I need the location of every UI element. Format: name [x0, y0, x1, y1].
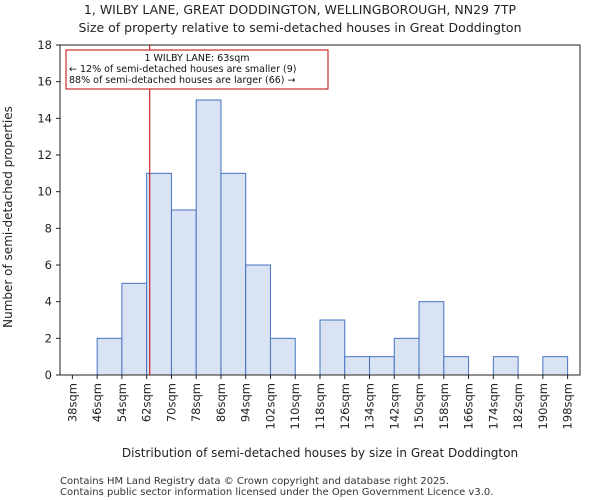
- y-tick-label: 14: [37, 111, 52, 125]
- y-tick-label: 18: [37, 38, 52, 52]
- footer-line-1: Contains HM Land Registry data © Crown c…: [60, 476, 449, 487]
- x-tick-label: 94sqm: [239, 383, 253, 422]
- y-tick-label: 8: [45, 221, 52, 235]
- bar-86sqm: [220, 172, 247, 376]
- annotation-box: 1 WILBY LANE: 63sqm ← 12% of semi-detach…: [65, 49, 329, 90]
- y-tick-label: 2: [45, 331, 52, 345]
- x-tick-label: 150sqm: [412, 383, 426, 429]
- bar-126sqm: [344, 356, 371, 376]
- x-tick-label: 78sqm: [189, 383, 203, 422]
- x-tick-label: 70sqm: [164, 383, 178, 422]
- bar-134sqm: [369, 356, 395, 376]
- bar-190sqm: [542, 356, 569, 376]
- footer-line-2: Contains public sector information licen…: [60, 487, 493, 498]
- y-tick-label: 0: [45, 368, 52, 382]
- bar-142sqm: [393, 337, 420, 376]
- bars-group: [96, 99, 569, 376]
- y-axis-label: Number of semi-detached properties: [1, 106, 15, 328]
- x-tick-label: 86sqm: [214, 383, 228, 422]
- bar-94sqm: [245, 264, 271, 376]
- bar-158sqm: [443, 356, 470, 376]
- bar-102sqm: [269, 337, 296, 376]
- x-tick-label: 102sqm: [263, 383, 277, 429]
- bar-46sqm: [96, 337, 123, 376]
- x-tick-label: 166sqm: [462, 383, 476, 429]
- x-tick-label: 158sqm: [437, 383, 451, 429]
- bar-174sqm: [492, 356, 519, 376]
- bar-118sqm: [319, 319, 346, 376]
- y-tick-label: 16: [37, 75, 52, 89]
- y-axis-ticks: 0 2 4 6 8 10 12 14 16 18: [37, 38, 60, 382]
- bar-62sqm: [146, 172, 172, 376]
- x-tick-label: 142sqm: [387, 383, 401, 429]
- chart-title: 1, WILBY LANE, GREAT DODDINGTON, WELLING…: [84, 2, 517, 17]
- x-tick-label: 62sqm: [140, 383, 154, 422]
- y-tick-label: 6: [45, 258, 52, 272]
- x-tick-label: 46sqm: [90, 383, 104, 422]
- chart-subtitle: Size of property relative to semi-detach…: [79, 20, 522, 35]
- x-tick-label: 182sqm: [511, 383, 525, 429]
- x-tick-label: 174sqm: [486, 383, 500, 429]
- annotation-line-1: 1 WILBY LANE: 63sqm: [144, 53, 249, 64]
- annotation-line-2: ← 12% of semi-detached houses are smalle…: [69, 64, 297, 75]
- bar-70sqm: [170, 209, 197, 376]
- x-tick-label: 198sqm: [561, 383, 575, 429]
- x-tick-label: 134sqm: [363, 383, 377, 429]
- x-axis-label: Distribution of semi-detached houses by …: [122, 446, 518, 460]
- x-tick-label: 190sqm: [536, 383, 550, 429]
- plot-frame: [59, 44, 581, 376]
- y-tick-label: 12: [37, 148, 52, 162]
- annotation-frame: [65, 49, 329, 90]
- annotation-line-3: 88% of semi-detached houses are larger (…: [69, 75, 296, 86]
- bar-150sqm: [418, 301, 445, 376]
- y-tick-label: 10: [37, 185, 52, 199]
- x-tick-label: 54sqm: [115, 383, 129, 422]
- y-tick-label: 4: [45, 295, 52, 309]
- x-tick-label: 118sqm: [313, 383, 327, 429]
- x-tick-label: 38sqm: [65, 383, 79, 422]
- bar-54sqm: [121, 282, 148, 376]
- x-axis-ticks: 38sqm 46sqm 54sqm 62sqm 70sqm 78sqm 86sqm 94sqm…: [65, 375, 575, 429]
- x-tick-label: 110sqm: [288, 383, 302, 429]
- x-tick-label: 126sqm: [338, 383, 352, 429]
- bar-78sqm: [195, 99, 222, 376]
